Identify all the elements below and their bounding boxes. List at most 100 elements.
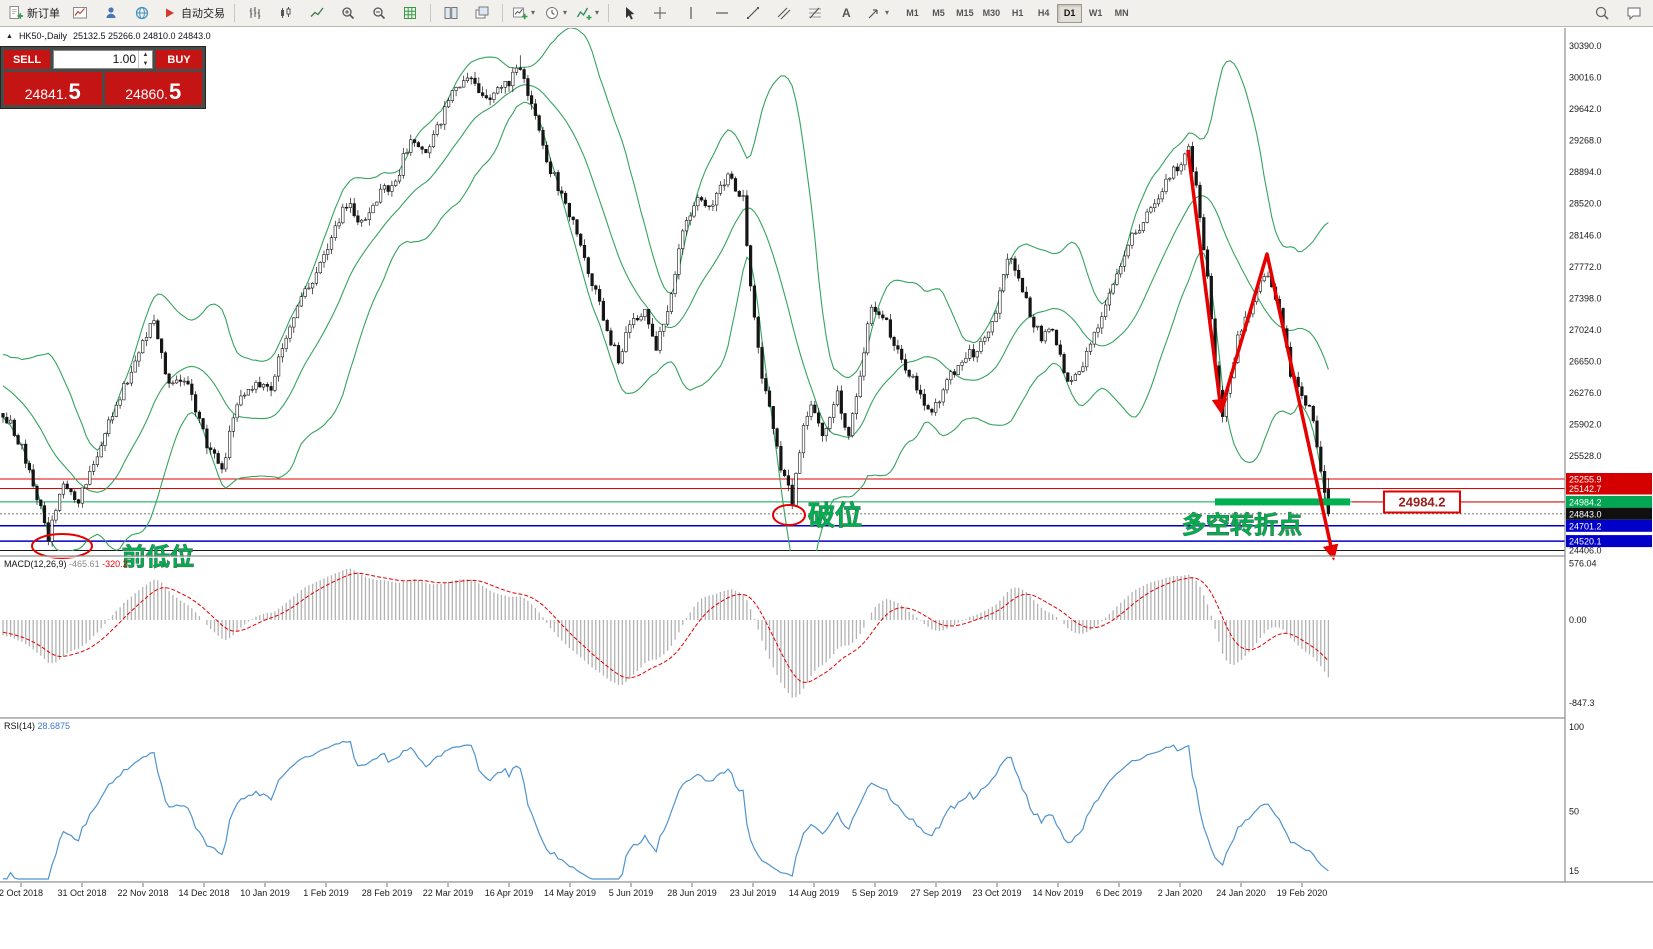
vline-tool-button[interactable] bbox=[676, 1, 706, 25]
candles-chart-button[interactable] bbox=[271, 1, 301, 25]
stepper-up-icon[interactable]: ▲ bbox=[142, 52, 149, 59]
svg-text:100: 100 bbox=[1569, 722, 1584, 732]
macd-value-main: -465.61 bbox=[69, 559, 100, 569]
date-axis[interactable]: 2 Oct 2018 31 Oct 2018 22 Nov 2018 14 Dec 2… bbox=[0, 883, 1327, 898]
rsi-panel[interactable] bbox=[2, 740, 1329, 880]
new-order-button[interactable]: 新订单 bbox=[4, 1, 64, 25]
profile-button[interactable] bbox=[96, 1, 126, 25]
rsi-name: RSI(14) bbox=[4, 721, 36, 731]
new-chart-button[interactable]: ▾ bbox=[508, 1, 539, 25]
clock-icon bbox=[546, 7, 559, 19]
sell-price-big: 5 bbox=[68, 79, 81, 105]
bars-chart-icon bbox=[249, 7, 261, 19]
new-chart-icon bbox=[513, 7, 528, 20]
bollinger-middle bbox=[2, 84, 1329, 493]
line-chart-button[interactable] bbox=[302, 1, 332, 25]
crosshair-icon bbox=[654, 7, 667, 19]
timeframe-h1[interactable]: H1 bbox=[1011, 8, 1024, 18]
vertical-line-icon bbox=[690, 7, 692, 19]
tile-windows-button[interactable] bbox=[436, 1, 466, 25]
svg-text:14 May 2019: 14 May 2019 bbox=[544, 888, 596, 898]
sell-price-main: 24841. bbox=[24, 86, 68, 102]
trendline-tool-button[interactable] bbox=[738, 1, 768, 25]
timeframe-m5[interactable]: M5 bbox=[932, 8, 945, 18]
svg-text:14 Dec 2018: 14 Dec 2018 bbox=[178, 888, 229, 898]
svg-text:26276.0: 26276.0 bbox=[1569, 388, 1602, 398]
svg-text:6 Dec 2019: 6 Dec 2019 bbox=[1096, 888, 1142, 898]
hline-tool-button[interactable] bbox=[707, 1, 737, 25]
svg-text:5 Sep 2019: 5 Sep 2019 bbox=[852, 888, 898, 898]
chevron-down-icon: ▾ bbox=[595, 8, 600, 17]
timeframe-h4[interactable]: H4 bbox=[1037, 8, 1050, 18]
rsi-value: 28.6875 bbox=[37, 721, 71, 731]
cursor-icon bbox=[626, 7, 635, 20]
svg-text:24843.0: 24843.0 bbox=[1569, 509, 1602, 519]
zoom-out-button[interactable] bbox=[364, 1, 394, 25]
autotrading-button[interactable]: 自动交易 bbox=[158, 1, 229, 25]
toolbar-separator bbox=[502, 4, 503, 22]
svg-text:25902.0: 25902.0 bbox=[1569, 420, 1602, 430]
lot-size-field[interactable]: 1.00 ▲ ▼ bbox=[53, 50, 153, 69]
one-click-trading-panel: SELL 1.00 ▲ ▼ BUY 24841. 5 24860. 5 bbox=[0, 46, 206, 109]
svg-text:27 Sep 2019: 27 Sep 2019 bbox=[910, 888, 961, 898]
svg-text:14 Aug 2019: 14 Aug 2019 bbox=[789, 888, 840, 898]
zoom-in-button[interactable] bbox=[333, 1, 363, 25]
chat-button[interactable] bbox=[1619, 1, 1649, 25]
timeframe-d1[interactable]: D1 bbox=[1057, 3, 1083, 23]
timeframe-w1[interactable]: W1 bbox=[1088, 8, 1103, 18]
bars-chart-button[interactable] bbox=[240, 1, 270, 25]
sell-button[interactable]: SELL bbox=[4, 50, 50, 69]
search-icon bbox=[1595, 6, 1609, 20]
svg-text:-847.3: -847.3 bbox=[1569, 698, 1595, 708]
price-axis[interactable]: 30390.0 30016.0 29642.0 29268.0 28894.0 28520… bbox=[1566, 41, 1652, 876]
arrow-tool-icon bbox=[868, 9, 878, 19]
toolbar: 新订单 自动交易 bbox=[0, 0, 1653, 27]
chart-window-button[interactable] bbox=[65, 1, 95, 25]
fibonacci-tool-button[interactable] bbox=[800, 1, 830, 25]
timeframe-m30[interactable]: M30 bbox=[982, 8, 1001, 18]
search-button[interactable] bbox=[1587, 1, 1617, 25]
line-chart-icon bbox=[310, 7, 324, 17]
svg-text:22 Mar 2019: 22 Mar 2019 bbox=[423, 888, 474, 898]
svg-text:14 Nov 2019: 14 Nov 2019 bbox=[1032, 888, 1083, 898]
toolbar-separator bbox=[608, 4, 610, 22]
grid-button[interactable] bbox=[395, 1, 425, 25]
timeframe-m15[interactable]: M15 bbox=[956, 8, 974, 18]
svg-text:25255.9: 25255.9 bbox=[1569, 475, 1602, 485]
crosshair-tool-button[interactable] bbox=[645, 1, 675, 25]
text-tool-button[interactable]: A bbox=[831, 1, 861, 25]
community-button[interactable] bbox=[127, 1, 157, 25]
svg-text:2 Oct 2018: 2 Oct 2018 bbox=[0, 888, 43, 898]
lot-size-value[interactable]: 1.00 bbox=[112, 52, 136, 66]
trend-arrow bbox=[1186, 149, 1228, 415]
channel-tool-button[interactable] bbox=[769, 1, 799, 25]
cascade-windows-button[interactable] bbox=[467, 1, 497, 25]
macd-panel[interactable] bbox=[2, 568, 1330, 698]
price-tag-24984.2 bbox=[1566, 495, 1652, 508]
lot-stepper[interactable]: ▲ ▼ bbox=[138, 51, 152, 68]
cursor-tool-button[interactable] bbox=[614, 1, 644, 25]
buy-price-button[interactable]: 24860. 5 bbox=[104, 72, 202, 105]
svg-text:15: 15 bbox=[1569, 866, 1579, 876]
svg-text:26650.0: 26650.0 bbox=[1569, 356, 1602, 366]
price-tag-25142.7 bbox=[1566, 482, 1652, 495]
panel-separators[interactable] bbox=[0, 28, 1653, 884]
indicators-button[interactable]: ▾ bbox=[572, 1, 603, 25]
sell-price-button[interactable]: 24841. 5 bbox=[4, 72, 102, 105]
collapse-icon[interactable]: ▲ bbox=[6, 32, 13, 40]
macd-name: MACD(12,26,9) bbox=[4, 559, 67, 569]
timeframe-mn[interactable]: MN bbox=[1114, 8, 1129, 18]
toolbar-separator bbox=[430, 4, 431, 22]
stepper-down-icon[interactable]: ▼ bbox=[142, 60, 149, 67]
arrows-tool-button[interactable]: ▾ bbox=[862, 1, 893, 25]
price-callout-text: 24984.2 bbox=[1399, 495, 1446, 510]
chart-window-icon bbox=[73, 7, 87, 19]
period-button[interactable]: ▾ bbox=[540, 1, 571, 25]
timeframe-m1[interactable]: M1 bbox=[906, 8, 919, 18]
buy-button[interactable]: BUY bbox=[156, 50, 202, 69]
main-chart-layer[interactable] bbox=[0, 28, 1565, 584]
buy-price-main: 24860. bbox=[125, 86, 169, 102]
price-tag-24701.2 bbox=[1566, 519, 1652, 532]
cascade-windows-icon bbox=[475, 6, 489, 19]
